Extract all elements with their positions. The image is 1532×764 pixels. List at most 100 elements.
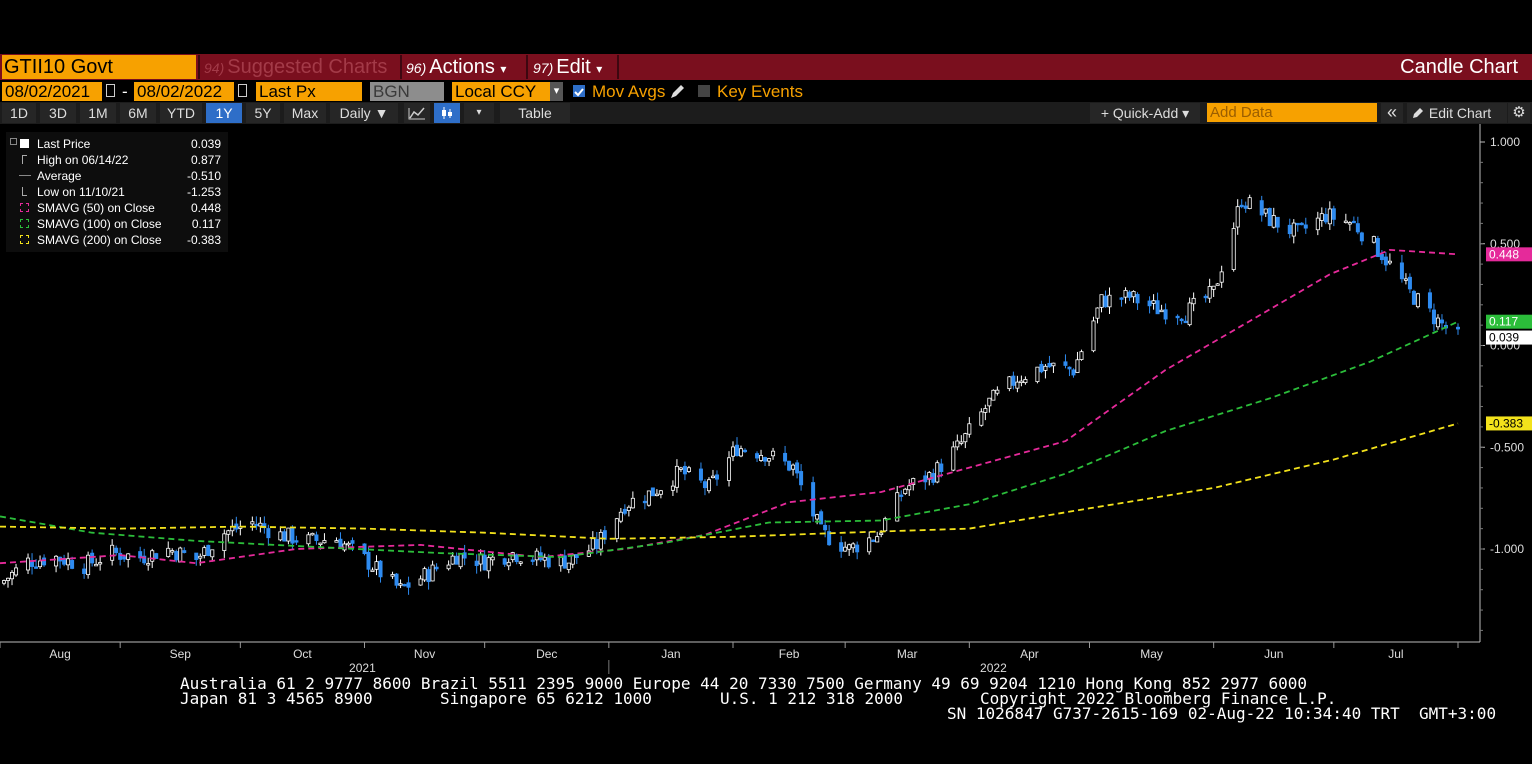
candle-up xyxy=(66,558,71,566)
legend-row-high[interactable]: High on 06/14/22 0.877 xyxy=(6,152,228,168)
key-events-checkbox[interactable] xyxy=(698,85,710,97)
period-button-1d[interactable]: 1D xyxy=(2,103,36,123)
candle-up xyxy=(198,555,203,559)
candle-up xyxy=(959,441,964,444)
candle-up xyxy=(1403,278,1408,281)
period-button-max[interactable]: Max xyxy=(284,103,326,123)
candle-up xyxy=(534,550,539,561)
collapse-legend-icon[interactable] xyxy=(10,138,17,145)
candle-down xyxy=(735,444,740,457)
candle-down xyxy=(154,553,159,559)
candle-up xyxy=(166,547,171,557)
candle-down xyxy=(378,560,383,578)
x-year-label: 2022 xyxy=(980,661,1007,675)
candle-down xyxy=(1355,223,1360,233)
y-tick-label: 1.000 xyxy=(1490,135,1520,149)
candle-down xyxy=(1047,362,1052,368)
sma-line xyxy=(0,320,1459,559)
legend-row-low[interactable]: Low on 11/10/21 -1.253 xyxy=(6,184,228,200)
currency-select[interactable]: Local CCY xyxy=(452,82,550,101)
candle-down xyxy=(114,547,119,554)
candle-down xyxy=(622,508,627,514)
pencil-icon[interactable] xyxy=(668,83,686,101)
line-chart-icon[interactable] xyxy=(404,103,430,123)
edit-menu[interactable]: 97) Edit ▾ xyxy=(533,55,602,79)
candle-down xyxy=(1383,256,1388,266)
candle-up xyxy=(670,485,675,491)
legend-row-sma100[interactable]: SMAVG (100) on Close 0.117 xyxy=(6,216,228,232)
calendar-icon[interactable] xyxy=(106,84,115,97)
chevron-down-icon: ▾ xyxy=(596,62,603,76)
legend-value: 0.877 xyxy=(190,153,221,167)
candle-up xyxy=(1191,297,1196,305)
candle-down xyxy=(1071,369,1076,376)
candle-down xyxy=(574,554,579,559)
key-events-label[interactable]: Key Events xyxy=(717,82,803,101)
candle-down xyxy=(899,494,904,497)
x-month-label: Feb xyxy=(779,647,800,661)
candle-up xyxy=(630,497,635,509)
legend-label: SMAVG (200) on Close xyxy=(37,233,162,247)
quick-add-button[interactable]: + Quick-Add ▾ xyxy=(1090,103,1200,123)
gear-icon[interactable]: ⚙ xyxy=(1508,103,1530,123)
candle-down xyxy=(923,475,928,483)
table-button[interactable]: Table xyxy=(500,103,570,123)
candle-up xyxy=(178,547,183,563)
candle-chart-icon[interactable] xyxy=(434,103,460,123)
candle-up xyxy=(726,457,731,481)
period-button-5y[interactable]: 5Y xyxy=(246,103,280,123)
add-data-input[interactable]: Add Data xyxy=(1207,103,1377,122)
candle-up xyxy=(450,555,455,565)
candle-down xyxy=(702,481,707,489)
candle-down xyxy=(402,584,407,587)
period-button-1y[interactable]: 1Y xyxy=(206,103,242,123)
source-field[interactable]: BGN xyxy=(370,82,444,101)
period-button-1m[interactable]: 1M xyxy=(80,103,116,123)
calendar-icon[interactable] xyxy=(238,84,247,97)
candle-down xyxy=(1127,291,1132,298)
chevron-down-icon[interactable]: ▾ xyxy=(464,103,494,123)
menu-number: 96) xyxy=(406,60,427,76)
candle-up xyxy=(38,560,43,568)
candle-down xyxy=(743,449,748,453)
candle-up xyxy=(1211,285,1216,290)
legend-row-sma200[interactable]: SMAVG (200) on Close -0.383 xyxy=(6,232,228,248)
legend-row-sma50[interactable]: SMAVG (50) on Close 0.448 xyxy=(6,200,228,216)
menu-separator xyxy=(198,55,200,79)
yellow-box-icon xyxy=(20,235,29,244)
candle-down xyxy=(939,463,944,472)
period-button-6m[interactable]: 6M xyxy=(120,103,156,123)
candle-down xyxy=(514,554,519,563)
legend-row-last-price[interactable]: Last Price 0.039 xyxy=(6,136,228,152)
candle-down xyxy=(546,556,551,568)
legend-value: 0.448 xyxy=(190,201,221,215)
actions-menu[interactable]: 96) Actions ▾ xyxy=(406,55,506,79)
start-date-field[interactable]: 08/02/2021 xyxy=(2,82,102,101)
candle-down xyxy=(1295,222,1300,226)
x-month-label: Jun xyxy=(1264,647,1283,661)
ticker-field[interactable]: GTII10 Govt xyxy=(2,55,196,79)
period-button-3d[interactable]: 3D xyxy=(40,103,76,123)
end-date-field[interactable]: 08/02/2022 xyxy=(134,82,234,101)
candle-up xyxy=(1151,300,1156,304)
suggested-charts-menu[interactable]: 94) Suggested Charts xyxy=(204,55,387,79)
legend-row-average[interactable]: Average -0.510 xyxy=(6,168,228,184)
candle-down xyxy=(1063,361,1068,366)
candle-down xyxy=(1323,213,1328,223)
x-axis: Aug Sep Oct Nov Dec Jan Feb Mar Apr May Jun Jul 2021… xyxy=(0,641,1480,675)
footer-phone-singapore: Singapore 65 6212 1000 xyxy=(440,689,652,708)
candle-up xyxy=(911,478,916,485)
mov-avgs-label[interactable]: Mov Avgs xyxy=(592,82,666,101)
mov-avgs-checkbox[interactable] xyxy=(573,85,585,97)
period-button-ytd[interactable]: YTD xyxy=(160,103,202,123)
edit-chart-button[interactable]: Edit Chart xyxy=(1407,103,1507,123)
chevron-down-icon[interactable]: ▾ xyxy=(550,82,563,101)
candle-down xyxy=(1275,216,1280,228)
candle-up xyxy=(418,578,423,586)
price-field-select[interactable]: Last Px xyxy=(256,82,362,101)
collapse-icon[interactable]: « xyxy=(1381,103,1403,123)
sma100-value-tag-label: 0.117 xyxy=(1489,315,1518,329)
frequency-select[interactable]: Daily ▼ xyxy=(330,103,398,123)
menu-number: 97) xyxy=(533,60,554,76)
candle-up xyxy=(398,583,403,586)
